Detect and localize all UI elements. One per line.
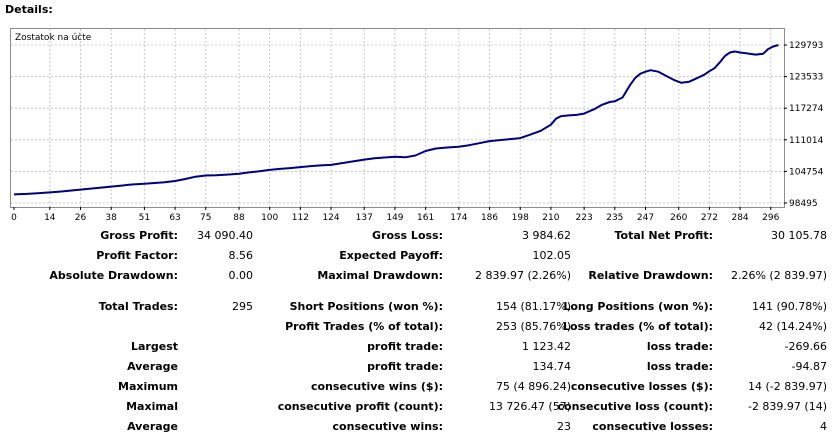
y-tick-label: 129793 [789,41,823,51]
x-tick-label: 75 [200,213,211,223]
largest-label: Largest [131,340,178,353]
stats-row: Maximal consecutive profit (count): 13 7… [0,399,833,415]
largest-loss-trade-label: loss trade: [646,340,713,353]
gross-profit-value: 34 090.40 [197,229,253,242]
long-positions-value: 141 (90.78%) [751,300,827,313]
relative-drawdown-label: Relative Drawdown: [588,269,713,282]
y-tick-label: 117274 [789,104,824,114]
consecutive-loss-count-value: -2 839.97 (14) [747,400,827,413]
gross-loss-value: 3 984.62 [522,229,571,242]
x-tick-label: 137 [356,213,373,223]
x-tick-label: 100 [261,213,278,223]
consecutive-profit-count-label: consecutive profit (count): [277,400,443,413]
x-tick-label: 235 [606,213,623,223]
x-tick-label: 161 [417,213,434,223]
stats-row: Profit Factor: 8.56 Expected Payoff: 102… [0,248,833,264]
average-loss-trade-value: -94.87 [791,360,827,373]
absolute-drawdown-label: Absolute Drawdown: [49,269,178,282]
x-tick-label: 284 [731,213,748,223]
x-tick-label: 124 [322,213,339,223]
x-tick-label: 198 [512,213,529,223]
x-tick-label: 26 [75,213,87,223]
x-tick-label: 112 [292,213,309,223]
consecutive-losses-money-value: 14 (-2 839.97) [747,380,827,393]
stats-row: Total Trades: 295 Short Positions (won %… [0,299,833,315]
x-tick-label: 223 [576,213,593,223]
y-tick-label: 111014 [789,136,824,146]
x-tick-label: 149 [386,213,403,223]
chart-caption: Zostatok na účte [15,32,92,43]
largest-loss-trade-value: -269.66 [784,340,827,353]
x-tick-label: 174 [450,213,467,223]
profit-factor-label: Profit Factor: [96,249,178,262]
consecutive-losses-money-label: consecutive losses ($): [570,380,713,393]
profit-factor-value: 8.56 [228,249,254,262]
total-net-profit-value: 30 105.78 [771,229,827,242]
average-consecutive-losses-value: 4 [820,420,827,433]
y-tick-label: 123533 [789,73,823,83]
absolute-drawdown-value: 0.00 [228,269,254,282]
average-label: Average [127,360,178,373]
x-tick-label: 51 [139,213,150,223]
consecutive-wins-money-value: 75 (4 896.24) [495,380,571,393]
chart-plot: Zostatok na účte [11,29,784,207]
consecutive-loss-count-label: consecutive loss (count): [557,400,713,413]
long-positions-label: Long Positions (won %): [563,300,713,313]
stats-row: Absolute Drawdown: 0.00 Maximal Drawdown… [0,268,833,284]
profit-trades-value: 253 (85.76%) [495,320,571,333]
relative-drawdown-value: 2.26% (2 839.97) [730,269,827,282]
balance-chart: Zostatok na účte [10,28,785,208]
x-tick-label: 210 [542,213,559,223]
expected-payoff-value: 102.05 [532,249,572,262]
total-trades-value: 295 [232,300,253,313]
details-title: Details: [5,3,53,16]
average-consecutive-wins-value: 23 [557,420,571,433]
short-positions-value: 154 (81.17%) [495,300,571,313]
x-tick-label: 186 [481,213,498,223]
stats-row: Gross Profit: 34 090.40 Gross Loss: 3 98… [0,228,833,244]
consecutive-profit-count-value: 13 726.47 (57) [488,400,571,413]
maximal-drawdown-value: 2 839.97 (2.26%) [474,269,571,282]
gross-loss-label: Gross Loss: [372,229,443,242]
maximum-label: Maximum [118,380,178,393]
average-profit-trade-value: 134.74 [532,360,572,373]
y-tick-label: 104754 [789,167,824,177]
average-loss-trade-label: loss trade: [646,360,713,373]
average-consecutive-label: Average [127,420,178,433]
average-profit-trade-label: profit trade: [367,360,443,373]
stats-row: Profit Trades (% of total): 253 (85.76%)… [0,319,833,335]
loss-trades-value: 42 (14.24%) [758,320,827,333]
expected-payoff-label: Expected Payoff: [339,249,443,262]
maximal-drawdown-label: Maximal Drawdown: [317,269,443,282]
balance-series-line [13,44,779,196]
largest-profit-trade-label: profit trade: [367,340,443,353]
y-tick-label: 98495 [789,199,818,209]
x-tick-label: 14 [44,213,56,223]
gross-profit-label: Gross Profit: [100,229,178,242]
maximal-label: Maximal [126,400,178,413]
x-tick-label: 260 [670,213,687,223]
x-tick-label: 272 [701,213,718,223]
average-consecutive-wins-label: consecutive wins: [332,420,443,433]
stats-row: Maximum consecutive wins ($): 75 (4 896.… [0,379,833,395]
consecutive-wins-money-label: consecutive wins ($): [310,380,443,393]
stats-row: Average profit trade: 134.74 loss trade:… [0,359,833,375]
largest-profit-trade-value: 1 123.42 [522,340,571,353]
x-tick-label: 0 [11,213,17,223]
loss-trades-label: Loss trades (% of total): [562,320,713,333]
stats-row: Average consecutive wins: 23 consecutive… [0,419,833,435]
total-net-profit-label: Total Net Profit: [614,229,714,242]
x-tick-label: 88 [233,213,245,223]
short-positions-label: Short Positions (won %): [289,300,443,313]
x-tick-label: 38 [105,213,117,223]
x-tick-label: 296 [762,213,779,223]
profit-trades-label: Profit Trades (% of total): [285,320,443,333]
average-consecutive-losses-label: consecutive losses: [592,420,713,433]
stats-row: Largest profit trade: 1 123.42 loss trad… [0,339,833,355]
x-tick-label: 247 [637,213,654,223]
total-trades-label: Total Trades: [98,300,178,313]
x-tick-label: 63 [169,213,180,223]
